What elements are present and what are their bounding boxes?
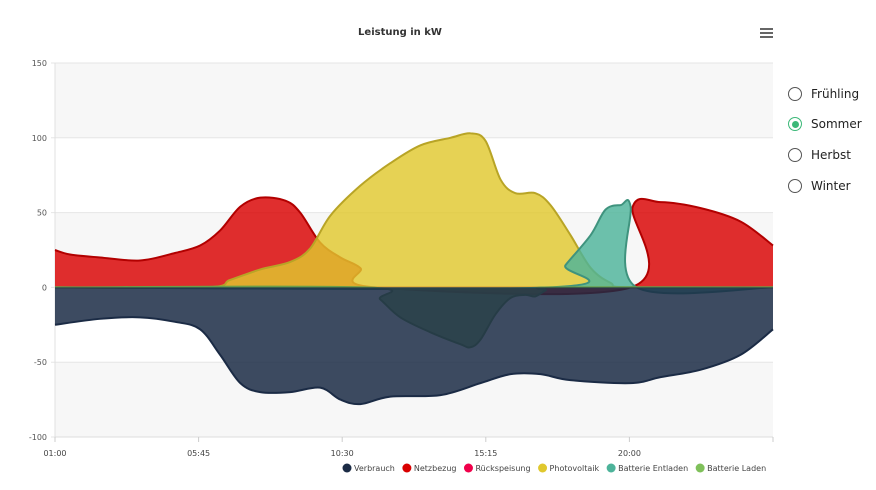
legend-item[interactable]: Rückspeisung (475, 464, 530, 473)
x-tick-label: 20:00 (618, 449, 641, 458)
legend-item[interactable]: Batterie Laden (707, 464, 766, 473)
plot-band (55, 63, 773, 138)
y-tick-label: 50 (37, 209, 47, 218)
series-area-netzbezug (55, 197, 773, 295)
x-tick-label: 10:30 (331, 449, 354, 458)
radio-sommer[interactable]: Sommer (788, 115, 862, 133)
radio-herbst[interactable]: Herbst (788, 146, 851, 164)
radio-winter[interactable]: Winter (788, 177, 851, 195)
series-area-photovoltaik (55, 133, 773, 288)
x-tick-label: 01:00 (43, 449, 66, 458)
x-tick-label: 15:15 (474, 449, 497, 458)
y-tick-label: -50 (34, 358, 47, 367)
radio-label: Winter (811, 179, 851, 193)
legend-marker (402, 463, 412, 473)
legend-item[interactable]: Batterie Entladen (618, 464, 688, 473)
radio-label: Frühling (811, 87, 860, 101)
y-tick-label: 0 (42, 283, 47, 292)
legend-marker (695, 463, 705, 473)
x-tick-label: 05:45 (187, 449, 210, 458)
y-tick-label: 100 (32, 134, 47, 143)
radio-label: Herbst (811, 148, 851, 162)
legend-item[interactable]: Photovoltaik (550, 464, 600, 473)
y-tick-label: 150 (32, 59, 47, 68)
legend-marker (538, 463, 548, 473)
radio-label: Sommer (811, 117, 862, 131)
legend-marker (463, 463, 473, 473)
legend-marker (342, 463, 352, 473)
radio-fruehling[interactable]: Frühling (788, 85, 859, 103)
menu-icon[interactable] (760, 28, 773, 38)
chart-title: Leistung in kW (358, 27, 442, 38)
series-line-verbrauch (54, 316, 774, 406)
legend-item[interactable]: Netzbezug (414, 464, 457, 473)
legend-item[interactable]: Verbrauch (354, 464, 395, 473)
series-area-batterie-entladen (55, 199, 773, 294)
legend-marker (606, 463, 616, 473)
y-tick-label: -100 (29, 433, 47, 442)
